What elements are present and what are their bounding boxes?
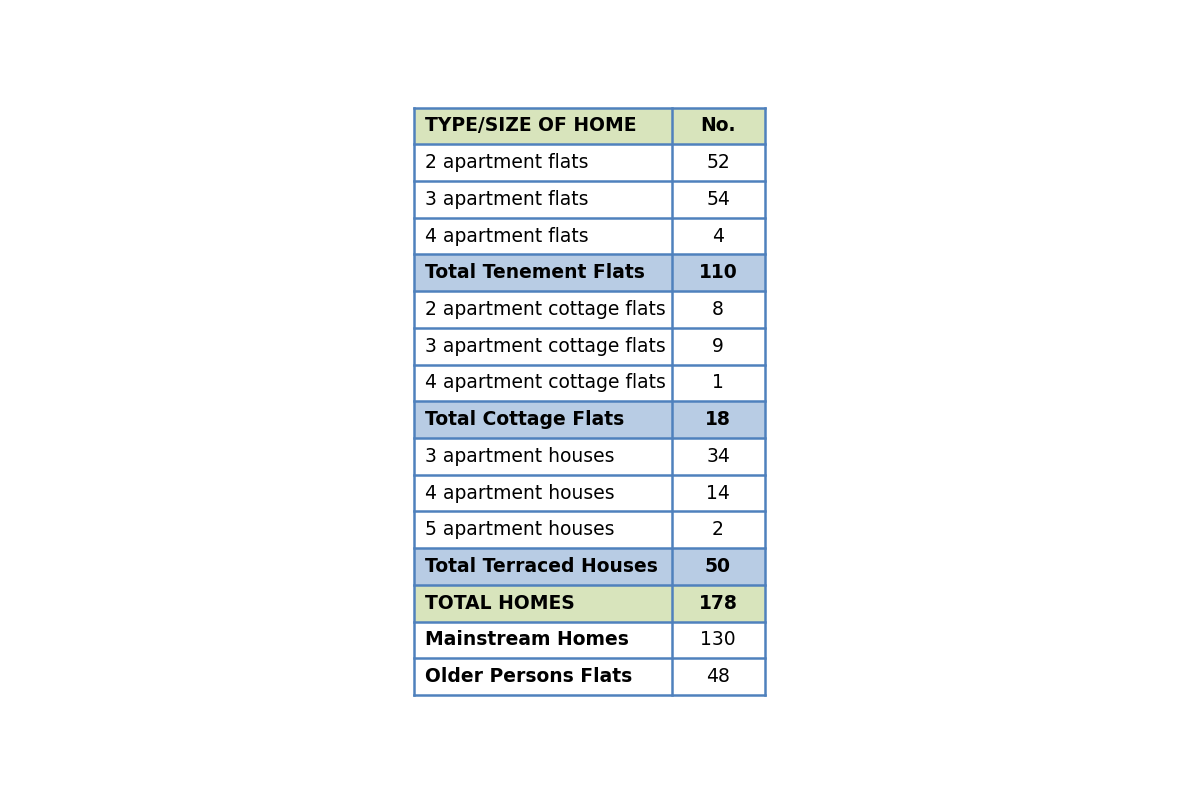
Text: 130: 130: [701, 630, 736, 650]
Text: TYPE/SIZE OF HOME: TYPE/SIZE OF HOME: [425, 117, 636, 135]
Text: 110: 110: [698, 263, 738, 282]
Bar: [414, 548, 672, 585]
Text: 2 apartment cottage flats: 2 apartment cottage flats: [425, 300, 666, 319]
Text: 4: 4: [712, 226, 724, 246]
Bar: [672, 107, 764, 144]
Bar: [672, 474, 764, 511]
Text: 14: 14: [706, 484, 730, 502]
Bar: [672, 585, 764, 622]
Text: 5 apartment houses: 5 apartment houses: [425, 520, 614, 539]
Bar: [414, 438, 672, 474]
Text: 4 apartment flats: 4 apartment flats: [425, 226, 588, 246]
Bar: [672, 438, 764, 474]
Text: Older Persons Flats: Older Persons Flats: [425, 667, 632, 686]
Bar: [414, 402, 672, 438]
Bar: [672, 144, 764, 181]
Bar: [672, 254, 764, 291]
Bar: [414, 144, 672, 181]
Text: 54: 54: [706, 190, 730, 209]
Bar: [672, 218, 764, 254]
Text: 3 apartment houses: 3 apartment houses: [425, 447, 614, 466]
Bar: [414, 218, 672, 254]
Bar: [414, 658, 672, 695]
Bar: [414, 254, 672, 291]
Bar: [672, 402, 764, 438]
Bar: [414, 181, 672, 218]
Bar: [414, 622, 672, 658]
Bar: [672, 622, 764, 658]
Text: 8: 8: [712, 300, 724, 319]
Text: Mainstream Homes: Mainstream Homes: [425, 630, 629, 650]
Text: 18: 18: [706, 410, 731, 429]
Bar: [672, 658, 764, 695]
Bar: [414, 474, 672, 511]
Text: 178: 178: [698, 594, 738, 613]
Text: 52: 52: [706, 153, 730, 172]
Text: 4 apartment houses: 4 apartment houses: [425, 484, 614, 502]
Text: 9: 9: [712, 337, 724, 356]
Bar: [672, 291, 764, 328]
Bar: [672, 548, 764, 585]
Text: 2: 2: [712, 520, 724, 539]
Text: 50: 50: [706, 557, 731, 576]
Bar: [414, 365, 672, 402]
Bar: [414, 585, 672, 622]
Bar: [672, 181, 764, 218]
Text: 3 apartment cottage flats: 3 apartment cottage flats: [425, 337, 666, 356]
Text: TOTAL HOMES: TOTAL HOMES: [425, 594, 575, 613]
Text: No.: No.: [701, 117, 736, 135]
Text: Total Terraced Houses: Total Terraced Houses: [425, 557, 658, 576]
Text: 4 apartment cottage flats: 4 apartment cottage flats: [425, 374, 666, 393]
Bar: [672, 365, 764, 402]
Text: 1: 1: [712, 374, 724, 393]
Bar: [414, 328, 672, 365]
Bar: [672, 511, 764, 548]
Text: Total Cottage Flats: Total Cottage Flats: [425, 410, 624, 429]
Text: Total Tenement Flats: Total Tenement Flats: [425, 263, 644, 282]
Text: 34: 34: [706, 447, 730, 466]
Bar: [414, 107, 672, 144]
Bar: [672, 328, 764, 365]
Text: 48: 48: [706, 667, 730, 686]
Bar: [414, 291, 672, 328]
Bar: [414, 511, 672, 548]
Text: 3 apartment flats: 3 apartment flats: [425, 190, 588, 209]
Text: 2 apartment flats: 2 apartment flats: [425, 153, 588, 172]
